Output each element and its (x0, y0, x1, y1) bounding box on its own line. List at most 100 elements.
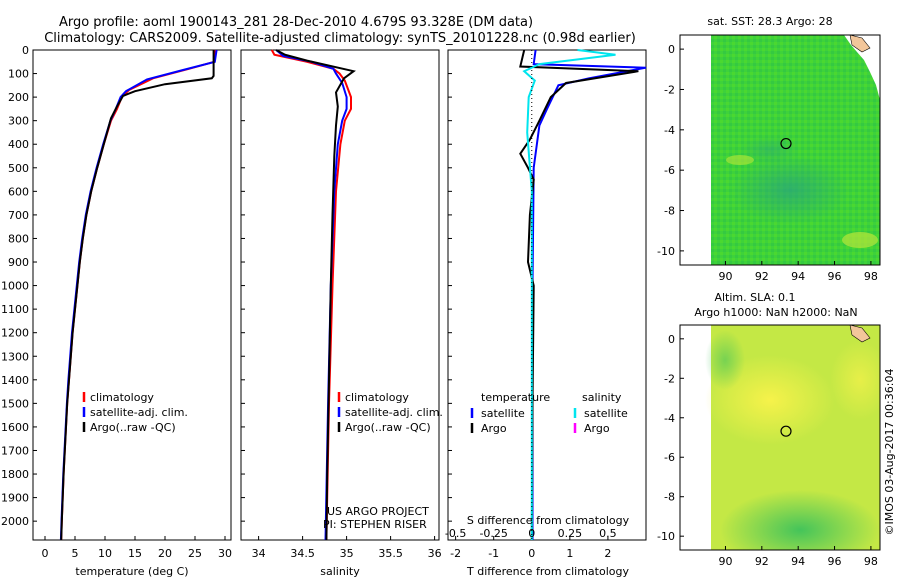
coastline-shape (849, 325, 871, 343)
copyright-timestamp: ©IMOS 03-Aug-2017 00:36:04 (883, 369, 896, 536)
x2-tick-label: 0 (528, 527, 535, 540)
map-x-tick-label: 90 (718, 270, 732, 283)
map-x-tick-label: 92 (755, 555, 769, 568)
x2-tick-label: -0.5 (445, 527, 466, 540)
y-tick-label: 1700 (1, 444, 29, 457)
x-tick-label: 0 (528, 547, 535, 560)
map-x-tick-label: 98 (864, 555, 878, 568)
x-tick-label: 10 (98, 547, 112, 560)
legend-label: Argo (584, 422, 610, 435)
sst-warm-patch (726, 155, 754, 165)
x-tick-label: 2 (604, 547, 611, 560)
salinity-panel: 34 34.5 35 35.5 36 climatology satellite-adj. … (240, 49, 443, 578)
salinity-plot-frame (240, 49, 440, 541)
map-x-tick-label: 94 (791, 555, 805, 568)
title-line-1: Argo profile: aoml 1900143_281 28-Dec-20… (59, 15, 533, 30)
y-tick-label: 900 (8, 256, 29, 269)
x2-tick-label: 0.5 (599, 527, 617, 540)
sst-cool-patch (730, 155, 850, 225)
map-y-tick-label: -6 (664, 164, 675, 177)
y-tick-label: 1000 (1, 280, 29, 293)
title-line-2: Climatology: CARS2009. Satellite-adjuste… (44, 31, 636, 46)
map-x-tick-label: 90 (718, 555, 732, 568)
legend-label: Argo(..raw -QC) (90, 421, 176, 434)
map-y-tick-label: 0 (668, 43, 675, 56)
map-y-tick-label: -10 (657, 530, 675, 543)
difference-s-xlabel: S difference from climatology (467, 514, 630, 527)
sst-cool-patch (740, 136, 800, 164)
y-tick-label: 800 (8, 232, 29, 245)
sla-low-region (705, 330, 745, 390)
y-tick-label: 1500 (1, 397, 29, 410)
x-tick-label: 30 (218, 547, 232, 560)
y-tick-label: 1300 (1, 350, 29, 363)
y-tick-label: 1800 (1, 468, 29, 481)
credit-line-1: US ARGO PROJECT (327, 505, 429, 518)
map-y-tick-label: -2 (664, 83, 675, 96)
legend-label: satellite (584, 407, 628, 420)
map-y-tick-label: -8 (664, 491, 675, 504)
series-line-argo-raw-qc- (275, 49, 356, 541)
sst-warm-patch (842, 232, 878, 248)
map-y-tick-label: -6 (664, 451, 675, 464)
map-x-tick-label: 92 (755, 270, 769, 283)
map-y-tick-label: -10 (657, 245, 675, 258)
x-tick-label: 36 (428, 547, 442, 560)
sst-map-title: sat. SST: 28.3 Argo: 28 (707, 15, 832, 28)
map-x-tick-label: 96 (828, 270, 842, 283)
sla-map-panel: Altim. SLA: 0.1 Argo h1000: NaN h2000: N… (657, 291, 881, 568)
y-tick-label: 1400 (1, 374, 29, 387)
x-tick-label: -1 (488, 547, 499, 560)
sla-map-frame (679, 324, 881, 551)
sla-low-region (720, 490, 880, 550)
argo-position-marker (780, 425, 792, 437)
map-y-tick-label: -8 (664, 205, 675, 218)
temperature-xlabel: temperature (deg C) (75, 565, 188, 578)
legend-label: climatology (90, 391, 154, 404)
legend-header: temperature (481, 391, 550, 404)
credit-line-2: PI: STEPHEN RISER (323, 518, 427, 531)
difference-panel: -2 -1 0 1 2 -0.5 -0.25 0 0.25 0.5 temperature salin… (445, 49, 647, 578)
x-tick-label: 35 (340, 547, 354, 560)
y-tick-label: 1900 (1, 492, 29, 505)
series-line-argo-raw-qc- (60, 50, 215, 541)
y-tick-label: 1100 (1, 303, 29, 316)
map-y-tick-label: -4 (664, 124, 675, 137)
legend-label: satellite-adj. clim. (90, 406, 188, 419)
x-tick-label: 34 (252, 547, 266, 560)
y-tick-label: 2000 (1, 515, 29, 528)
map-y-tick-label: -4 (664, 412, 675, 425)
y-tick-label: 200 (8, 91, 29, 104)
y-tick-label: 300 (8, 115, 29, 128)
y-tick-label: 500 (8, 162, 29, 175)
y-tick-label: 100 (8, 68, 29, 81)
sst-map-panel: sat. SST: 28.3 Argo: 28 90 92 94 96 98 0 -2 -4 -… (657, 15, 881, 283)
map-y-tick-label: 0 (668, 333, 675, 346)
y-tick-label: 0 (22, 44, 29, 57)
y-tick-label: 700 (8, 209, 29, 222)
difference-t-xlabel: T difference from climatology (466, 565, 629, 578)
legend-label: satellite-adj. clim. (345, 406, 443, 419)
y-tick-label: 1600 (1, 421, 29, 434)
x2-tick-label: 0.25 (558, 527, 583, 540)
sla-map-subtitle: Argo h1000: NaN h2000: NaN (694, 306, 857, 319)
sst-map-frame (679, 34, 881, 266)
x-tick-label: 15 (128, 547, 142, 560)
x-tick-label: 25 (188, 547, 202, 560)
map-x-tick-label: 96 (828, 555, 842, 568)
legend-header: salinity (582, 391, 622, 404)
sla-map-title: Altim. SLA: 0.1 (714, 291, 795, 304)
series-line-climatology (270, 49, 352, 541)
legend-label: satellite (481, 407, 525, 420)
x-tick-label: 20 (158, 547, 172, 560)
x-tick-label: 35.5 (378, 547, 403, 560)
x-tick-label: 1 (566, 547, 573, 560)
y-tick-label: 400 (8, 138, 29, 151)
x-tick-label: 5 (72, 547, 79, 560)
x-tick-label: -2 (450, 547, 461, 560)
map-x-tick-label: 94 (791, 270, 805, 283)
legend-label: Argo(..raw -QC) (345, 421, 431, 434)
y-tick-label: 1200 (1, 327, 29, 340)
y-tick-label: 600 (8, 185, 29, 198)
